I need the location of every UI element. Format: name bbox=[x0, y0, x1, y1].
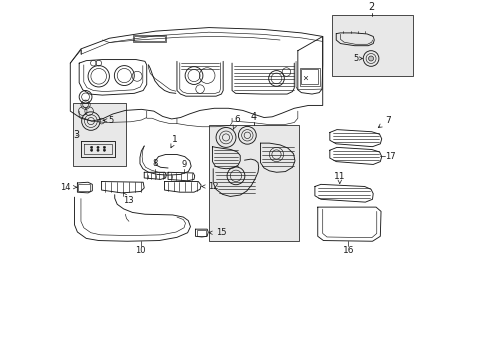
Bar bbox=[132, 35, 166, 42]
Text: 12: 12 bbox=[202, 182, 218, 191]
Text: 4: 4 bbox=[250, 112, 256, 122]
Bar bbox=[196, 230, 206, 235]
Text: 16: 16 bbox=[342, 246, 353, 255]
Circle shape bbox=[97, 149, 99, 151]
Bar bbox=[331, 15, 412, 76]
Text: 7: 7 bbox=[378, 116, 390, 127]
Text: 17: 17 bbox=[384, 152, 395, 161]
Bar bbox=[73, 103, 126, 166]
Bar bbox=[78, 184, 90, 191]
Text: 2: 2 bbox=[368, 1, 374, 12]
Text: 15: 15 bbox=[208, 228, 226, 237]
Circle shape bbox=[368, 56, 373, 61]
Text: 9: 9 bbox=[181, 160, 186, 169]
Text: 10: 10 bbox=[135, 246, 145, 255]
Bar bbox=[134, 36, 164, 41]
Text: 5: 5 bbox=[103, 116, 114, 125]
Bar bbox=[299, 68, 319, 86]
Circle shape bbox=[103, 149, 105, 151]
Circle shape bbox=[90, 149, 93, 151]
Bar bbox=[208, 125, 298, 241]
Text: 14: 14 bbox=[61, 183, 77, 192]
Text: 1: 1 bbox=[170, 135, 178, 148]
Circle shape bbox=[90, 146, 93, 148]
Text: 3: 3 bbox=[73, 130, 79, 140]
Text: 11: 11 bbox=[333, 172, 345, 184]
Circle shape bbox=[103, 146, 105, 148]
Text: 6: 6 bbox=[233, 114, 240, 129]
Bar bbox=[301, 69, 318, 85]
Text: 8: 8 bbox=[152, 159, 157, 168]
Circle shape bbox=[97, 146, 99, 148]
Text: 5: 5 bbox=[352, 54, 362, 63]
Text: 13: 13 bbox=[122, 193, 133, 205]
